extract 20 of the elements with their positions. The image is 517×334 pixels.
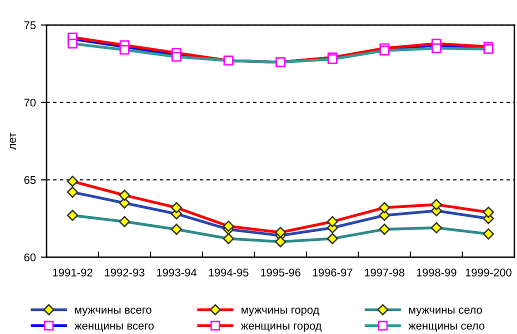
- y-axis-title: лет: [10, 132, 16, 150]
- x-tick-label: 1999-200: [466, 268, 512, 276]
- legend-label: мужчины город: [242, 308, 320, 316]
- y-tick-label: 70: [24, 98, 36, 107]
- y-tick-label: 75: [24, 21, 36, 30]
- x-tick-label: 1996-97: [312, 268, 352, 276]
- legend-label: мужчины всего: [75, 308, 152, 316]
- x-tick-label: 1998-99: [416, 268, 456, 276]
- x-tick-label: 1993-94: [156, 268, 197, 276]
- legend-label: мужчины село: [409, 308, 482, 316]
- x-tick-label: 1995-96: [260, 268, 300, 276]
- y-tick-label: 60: [24, 253, 36, 262]
- legend-label: женщины всего: [74, 324, 154, 332]
- x-tick-label: 1997-98: [364, 268, 404, 276]
- x-tick-label: 1992-93: [104, 268, 144, 276]
- legend-label: женщины село: [408, 324, 484, 332]
- legend-label: женщины город: [240, 324, 322, 332]
- x-tick-label: 1994-95: [208, 268, 248, 276]
- y-tick-label: 65: [24, 176, 36, 184]
- x-tick-label: 1991-92: [52, 268, 92, 276]
